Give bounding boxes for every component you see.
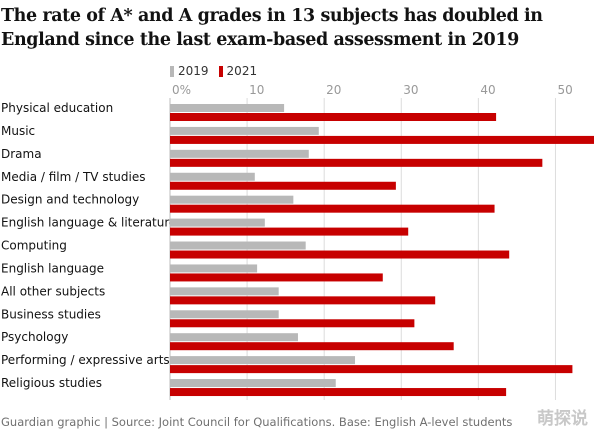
x-tick-label: 20 bbox=[326, 83, 341, 97]
category-label: All other subjects bbox=[1, 284, 105, 298]
legend-label-2021: 2021 bbox=[226, 64, 258, 78]
bar-2019 bbox=[170, 287, 279, 296]
category-label: Physical education bbox=[1, 101, 113, 115]
bar-2019 bbox=[170, 218, 265, 227]
category-label: Religious studies bbox=[1, 376, 102, 390]
x-tick-label: 40 bbox=[480, 83, 495, 97]
category-label: Psychology bbox=[1, 330, 68, 344]
category-label: Business studies bbox=[1, 307, 101, 321]
bar-2021 bbox=[170, 113, 497, 121]
category-label: Design and technology bbox=[1, 193, 139, 207]
category-label: Performing / expressive arts bbox=[1, 353, 170, 367]
x-tick-label: 0% bbox=[172, 83, 191, 97]
legend-label-2019: 2019 bbox=[178, 64, 209, 78]
bar-2019 bbox=[170, 264, 258, 273]
bar-2019 bbox=[170, 172, 255, 181]
watermark: 萌探说 bbox=[537, 409, 588, 429]
legend-item-2021: 2021 bbox=[218, 64, 258, 78]
bar-chart: 0% 10 20 30 40 50 Physical education Music Drama… bbox=[1, 83, 594, 400]
bar-2021 bbox=[170, 250, 510, 259]
bar-2019 bbox=[170, 379, 336, 388]
bar-2019 bbox=[170, 149, 309, 158]
bar-2021 bbox=[170, 204, 495, 213]
bar-2019 bbox=[170, 104, 285, 112]
category-label: Media / film / TV studies bbox=[1, 170, 145, 184]
legend: 2019 2021 bbox=[170, 64, 267, 78]
bar-2019 bbox=[170, 333, 298, 342]
bar-2021 bbox=[170, 181, 396, 190]
bar-2021 bbox=[170, 158, 543, 167]
bar-2019 bbox=[170, 356, 356, 365]
bar-2019 bbox=[170, 241, 306, 250]
category-label: Music bbox=[1, 124, 35, 138]
bar-2021 bbox=[170, 365, 573, 374]
bar-2021 bbox=[170, 296, 436, 305]
bar-2021 bbox=[170, 388, 507, 397]
bar-2021 bbox=[170, 319, 415, 328]
chart-title: The rate of A* and A grades in 13 subjec… bbox=[1, 6, 543, 50]
bar-2021 bbox=[170, 273, 383, 282]
x-tick-label: 10 bbox=[249, 83, 264, 97]
category-label: English language bbox=[1, 261, 104, 275]
category-label: English language & literature bbox=[1, 216, 176, 230]
bar-2021 bbox=[170, 135, 594, 144]
legend-swatch-2019 bbox=[170, 65, 174, 77]
legend-swatch-2021 bbox=[218, 65, 223, 77]
bar-2021 bbox=[170, 227, 409, 236]
legend-item-2019: 2019 bbox=[170, 64, 209, 78]
x-tick-label: 50 bbox=[557, 83, 572, 97]
x-tick-label: 30 bbox=[403, 83, 418, 97]
bar-2019 bbox=[170, 126, 319, 135]
category-label: Computing bbox=[1, 239, 67, 253]
category-label: Drama bbox=[1, 147, 42, 161]
bar-2019 bbox=[170, 310, 279, 319]
bar-2021 bbox=[170, 342, 454, 351]
source-footer: Guardian graphic | Source: Joint Council… bbox=[1, 415, 513, 429]
bar-2019 bbox=[170, 195, 294, 204]
